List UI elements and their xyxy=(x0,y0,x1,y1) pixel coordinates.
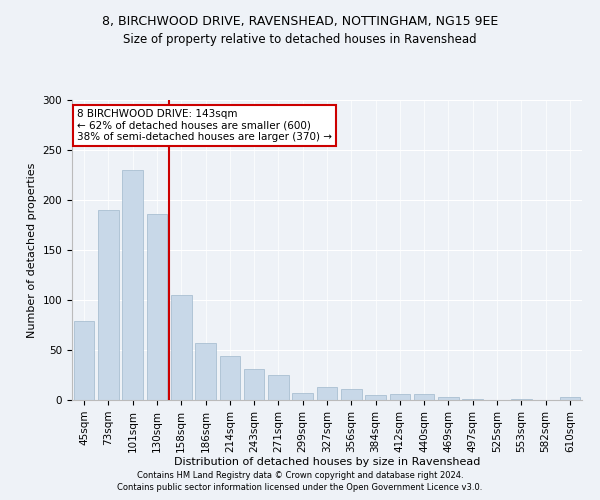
Text: 8, BIRCHWOOD DRIVE, RAVENSHEAD, NOTTINGHAM, NG15 9EE: 8, BIRCHWOOD DRIVE, RAVENSHEAD, NOTTINGH… xyxy=(102,15,498,28)
Y-axis label: Number of detached properties: Number of detached properties xyxy=(27,162,37,338)
Text: Contains HM Land Registry data © Crown copyright and database right 2024.: Contains HM Land Registry data © Crown c… xyxy=(137,471,463,480)
Text: 8 BIRCHWOOD DRIVE: 143sqm
← 62% of detached houses are smaller (600)
38% of semi: 8 BIRCHWOOD DRIVE: 143sqm ← 62% of detac… xyxy=(77,109,332,142)
Bar xyxy=(268,375,289,400)
Bar xyxy=(463,399,483,400)
Bar xyxy=(438,397,459,400)
Bar xyxy=(317,387,337,400)
Bar xyxy=(341,389,362,400)
Bar xyxy=(365,395,386,400)
Bar xyxy=(122,170,143,400)
Bar xyxy=(146,214,167,400)
Bar xyxy=(98,210,119,400)
Bar xyxy=(511,399,532,400)
Bar xyxy=(220,356,240,400)
Bar xyxy=(74,321,94,400)
Bar xyxy=(414,394,434,400)
Bar xyxy=(389,394,410,400)
Bar xyxy=(195,343,216,400)
Bar xyxy=(560,397,580,400)
Text: Size of property relative to detached houses in Ravenshead: Size of property relative to detached ho… xyxy=(123,32,477,46)
Bar xyxy=(171,295,191,400)
Text: Contains public sector information licensed under the Open Government Licence v3: Contains public sector information licen… xyxy=(118,484,482,492)
Bar xyxy=(292,393,313,400)
Bar xyxy=(244,369,265,400)
X-axis label: Distribution of detached houses by size in Ravenshead: Distribution of detached houses by size … xyxy=(174,458,480,468)
